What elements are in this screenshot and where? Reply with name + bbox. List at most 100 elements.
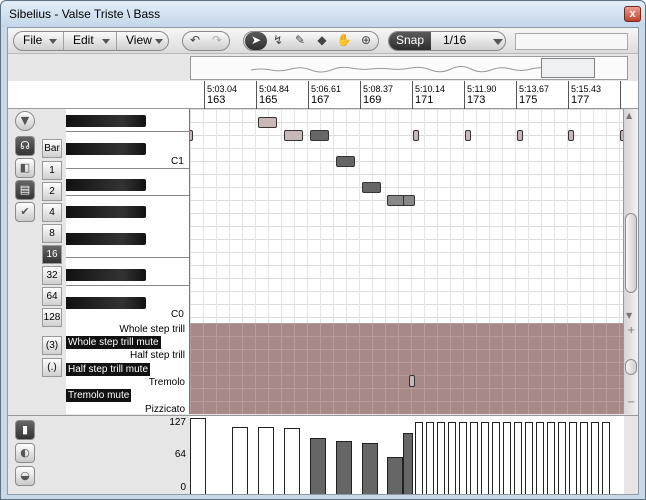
hand-icon[interactable]: ✋ xyxy=(336,33,352,47)
scroll-up-icon[interactable]: ▲ xyxy=(626,111,633,120)
note[interactable] xyxy=(284,130,303,141)
bar-size-2[interactable]: 2 xyxy=(42,182,62,201)
snap-value[interactable]: 1/16 xyxy=(443,33,467,47)
redo-icon[interactable]: ↷ xyxy=(211,33,223,47)
black-key[interactable] xyxy=(66,233,146,245)
scroll-thumb[interactable] xyxy=(625,213,637,293)
zoom-in-icon[interactable]: + xyxy=(627,325,636,336)
articulation-whole-trill-mute[interactable]: Whole step trill mute xyxy=(66,336,161,349)
bar-size-32[interactable]: 32 xyxy=(42,266,62,285)
search-input[interactable] xyxy=(515,33,628,50)
overview-strip[interactable] xyxy=(190,56,628,80)
volume-icon[interactable]: ◒ xyxy=(15,466,35,486)
velocity-bar[interactable] xyxy=(387,457,403,494)
velocity-bar[interactable] xyxy=(547,422,555,494)
edit-menu[interactable]: Edit xyxy=(64,32,117,50)
articulation-pizzicato[interactable]: Pizzicato xyxy=(144,404,185,414)
snap-button[interactable]: Snap xyxy=(389,32,431,50)
black-key[interactable] xyxy=(66,179,146,191)
chevron-down-icon[interactable]: ▼ xyxy=(15,111,35,131)
bar-size-16[interactable]: 16 xyxy=(42,245,62,264)
velocity-icon[interactable]: ▮ xyxy=(15,420,35,440)
velocity-bar[interactable] xyxy=(284,428,300,494)
black-key[interactable] xyxy=(66,206,146,218)
note[interactable] xyxy=(465,130,471,141)
velocity-bar[interactable] xyxy=(503,422,511,494)
note[interactable] xyxy=(620,130,623,141)
view-menu[interactable]: View xyxy=(117,32,169,50)
articulation-tremolo-mute[interactable]: Tremolo mute xyxy=(66,389,132,402)
scroll-thumb[interactable] xyxy=(625,359,637,375)
velocity-bar[interactable] xyxy=(481,422,489,494)
mute-icon[interactable]: ◧ xyxy=(15,158,35,178)
velocity-bar[interactable] xyxy=(580,422,588,494)
black-key[interactable] xyxy=(66,297,146,309)
display-icon[interactable]: ▤ xyxy=(15,180,35,200)
bar-size-128[interactable]: 128 xyxy=(42,308,62,327)
black-key[interactable] xyxy=(66,269,146,281)
note[interactable] xyxy=(336,156,355,167)
arrow-icon[interactable]: ➤ xyxy=(245,32,267,50)
bar-size-1[interactable]: 1 xyxy=(42,161,62,180)
timeline-ruler[interactable] xyxy=(8,81,638,109)
headphones-icon[interactable]: ☊ xyxy=(15,136,35,156)
articulation-grid[interactable] xyxy=(190,323,624,414)
dotted-button[interactable]: (.) xyxy=(42,358,62,377)
velocity-bar[interactable] xyxy=(362,443,378,494)
velocity-bar[interactable] xyxy=(310,438,326,494)
articulation-half-trill-mute[interactable]: Half step trill mute xyxy=(66,363,151,376)
scroll-down-icon[interactable]: ▼ xyxy=(626,311,633,320)
velocity-bar[interactable] xyxy=(258,427,274,494)
close-button[interactable]: x xyxy=(624,6,641,22)
piano-keyboard[interactable]: C1 C0 xyxy=(66,109,190,323)
articulation-whole-trill[interactable]: Whole step trill xyxy=(119,324,185,335)
note[interactable] xyxy=(190,130,193,141)
velocity-bar[interactable] xyxy=(525,422,533,494)
velocity-bar[interactable] xyxy=(448,422,456,494)
velocity-bar[interactable] xyxy=(459,422,467,494)
note[interactable] xyxy=(403,195,415,206)
bar-size-8[interactable]: 8 xyxy=(42,224,62,243)
check-icon[interactable]: ✔ xyxy=(15,202,35,222)
velocity-bar[interactable] xyxy=(492,422,500,494)
vertical-scrollbar[interactable]: ▲ ▼ xyxy=(624,109,638,323)
note[interactable] xyxy=(568,130,574,141)
velocity-bar[interactable] xyxy=(591,422,599,494)
eraser-icon[interactable]: ◆ xyxy=(317,33,327,47)
velocity-bar[interactable] xyxy=(190,418,206,494)
lasso-icon[interactable]: ↯ xyxy=(272,33,284,47)
pan-icon[interactable]: ◐ xyxy=(15,443,35,463)
note[interactable] xyxy=(362,182,381,193)
zoom-out-icon[interactable]: − xyxy=(627,397,636,408)
velocity-bar[interactable] xyxy=(415,422,423,494)
articulation-half-trill[interactable]: Half step trill xyxy=(129,350,185,361)
velocity-bar[interactable] xyxy=(569,422,577,494)
file-menu[interactable]: File xyxy=(14,32,64,50)
snap-group[interactable]: Snap 1/16 xyxy=(388,31,506,51)
zoom-icon[interactable]: ⊕ xyxy=(360,33,372,47)
black-key[interactable] xyxy=(66,115,146,127)
velocity-bar[interactable] xyxy=(558,422,566,494)
piano-roll-grid[interactable] xyxy=(190,109,624,323)
undo-icon[interactable]: ↶ xyxy=(189,33,201,47)
velocity-bar[interactable] xyxy=(514,422,522,494)
velocity-bar[interactable] xyxy=(470,422,478,494)
velocity-bar[interactable] xyxy=(403,433,413,494)
bar-size-4[interactable]: 4 xyxy=(42,203,62,222)
velocity-graph[interactable] xyxy=(190,416,624,494)
articulation-scrollbar[interactable]: + − xyxy=(624,323,638,414)
velocity-bar[interactable] xyxy=(336,441,352,494)
note[interactable] xyxy=(517,130,523,141)
velocity-bar[interactable] xyxy=(426,422,434,494)
bar-size-64[interactable]: 64 xyxy=(42,287,62,306)
articulation-marker[interactable] xyxy=(409,375,415,387)
triplet-button[interactable]: (3) xyxy=(42,336,62,355)
velocity-bar[interactable] xyxy=(437,422,445,494)
overview-viewport[interactable] xyxy=(541,58,595,78)
note[interactable] xyxy=(310,130,329,141)
velocity-bar[interactable] xyxy=(602,422,610,494)
velocity-bar[interactable] xyxy=(232,427,248,494)
pencil-icon[interactable]: ✎ xyxy=(294,33,306,47)
note[interactable] xyxy=(413,130,419,141)
title-bar[interactable]: Sibelius - Valse Triste \ Bass x xyxy=(1,1,645,27)
